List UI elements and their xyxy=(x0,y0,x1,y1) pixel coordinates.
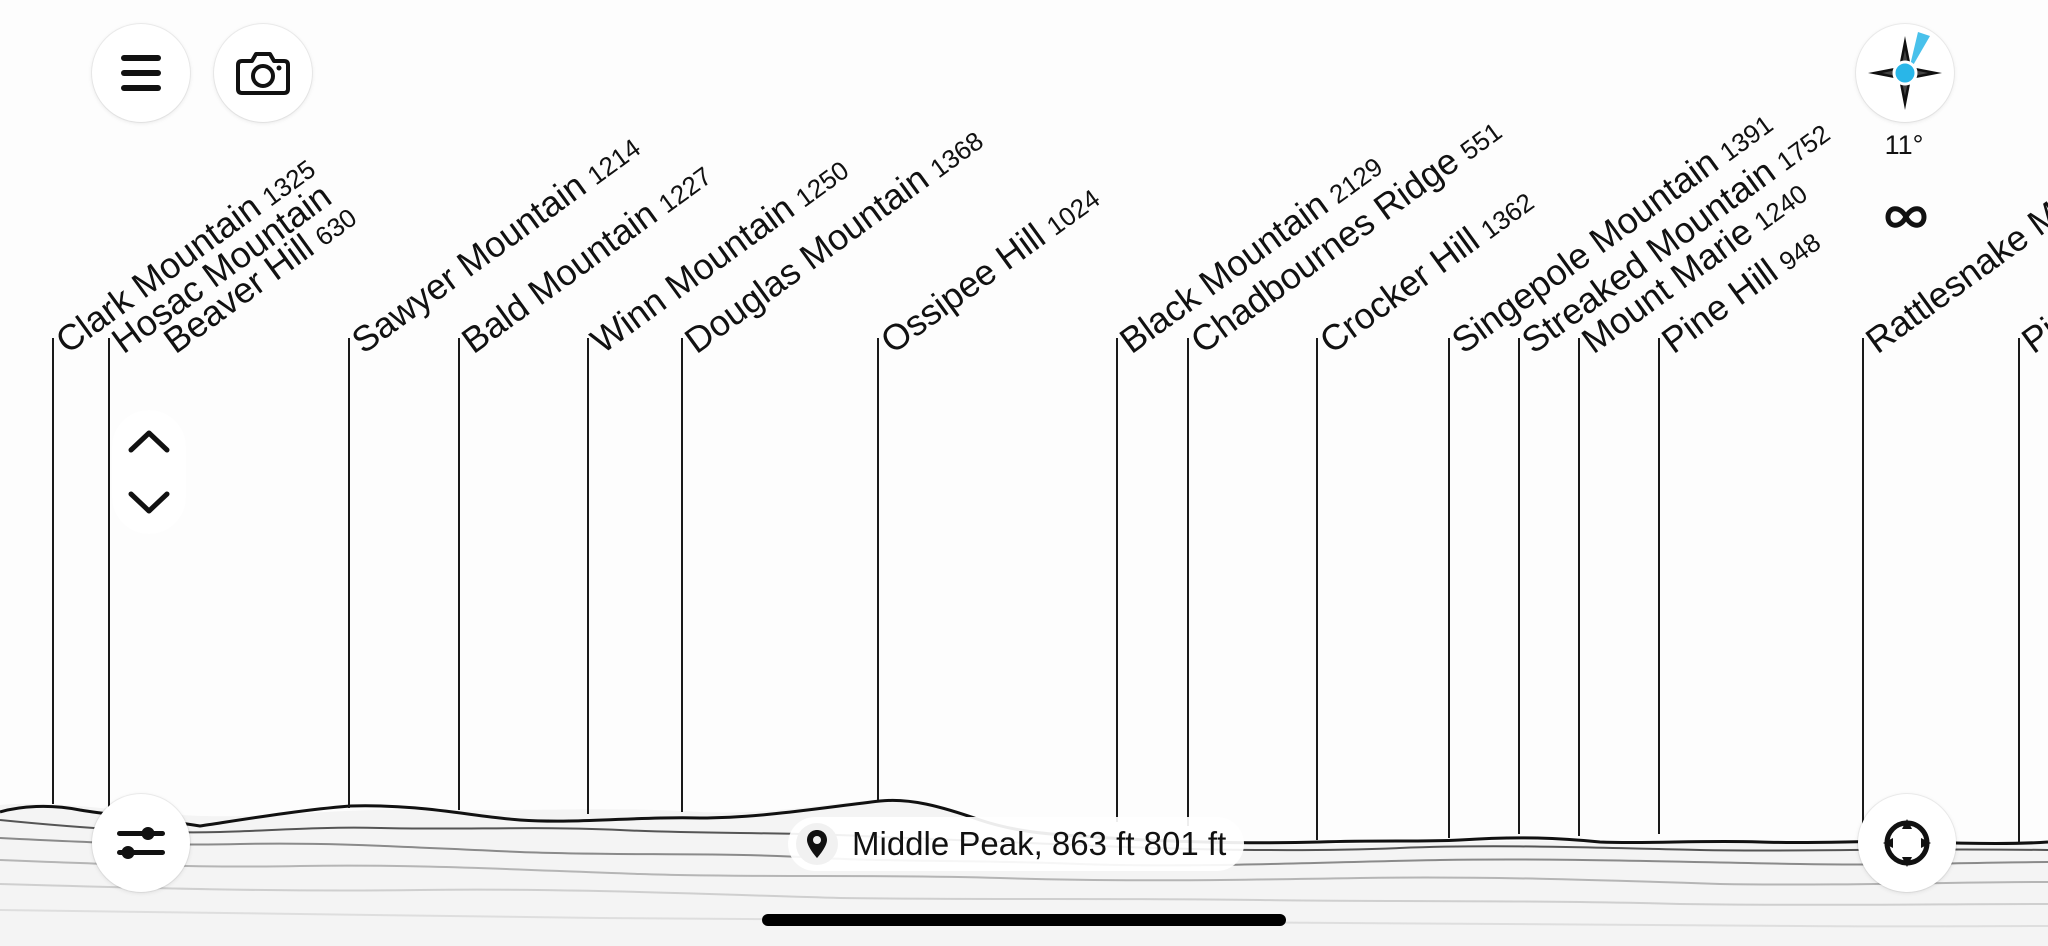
peak-line xyxy=(52,338,54,804)
chevron-down-icon[interactable] xyxy=(127,490,171,516)
peak-line xyxy=(1862,338,1864,824)
compass-heading: 11° xyxy=(1884,130,1924,160)
infinity-icon[interactable] xyxy=(1884,200,1928,234)
compass-button[interactable] xyxy=(1856,24,1954,122)
peak-line xyxy=(348,338,350,808)
peak-line xyxy=(877,338,879,800)
terrain-ridge-4 xyxy=(0,859,2048,886)
target-icon xyxy=(1880,816,1934,870)
map-pin-icon xyxy=(796,823,838,865)
peak-line xyxy=(1578,338,1580,836)
peak-line xyxy=(681,338,683,812)
menu-button[interactable] xyxy=(92,24,190,122)
terrain-ridge-5 xyxy=(0,883,2048,906)
peak-line xyxy=(108,338,110,808)
sliders-icon xyxy=(115,823,167,863)
camera-button[interactable] xyxy=(214,24,312,122)
peak-line xyxy=(1518,338,1520,834)
hamburger-menu-icon xyxy=(119,53,163,93)
peak-line xyxy=(458,338,460,810)
camera-icon xyxy=(236,51,290,95)
peak-line xyxy=(1658,338,1660,834)
pitch-control xyxy=(112,410,186,534)
recenter-button[interactable] xyxy=(1858,794,1956,892)
peak-line xyxy=(1187,338,1189,826)
peak-line xyxy=(1316,338,1318,840)
location-label: Middle Peak, 863 ft 801 ft xyxy=(852,825,1227,862)
location-pill[interactable]: Middle Peak, 863 ft 801 ft xyxy=(788,817,1245,871)
peak-line xyxy=(1116,338,1118,822)
home-indicator[interactable] xyxy=(762,914,1286,926)
compass-icon xyxy=(1860,28,1950,118)
peak-line xyxy=(587,338,589,814)
terrain-fill xyxy=(0,799,2048,946)
peak-line xyxy=(2018,338,2020,842)
peak-line xyxy=(1448,338,1450,838)
chevron-up-icon[interactable] xyxy=(127,428,171,454)
filters-button[interactable] xyxy=(92,794,190,892)
